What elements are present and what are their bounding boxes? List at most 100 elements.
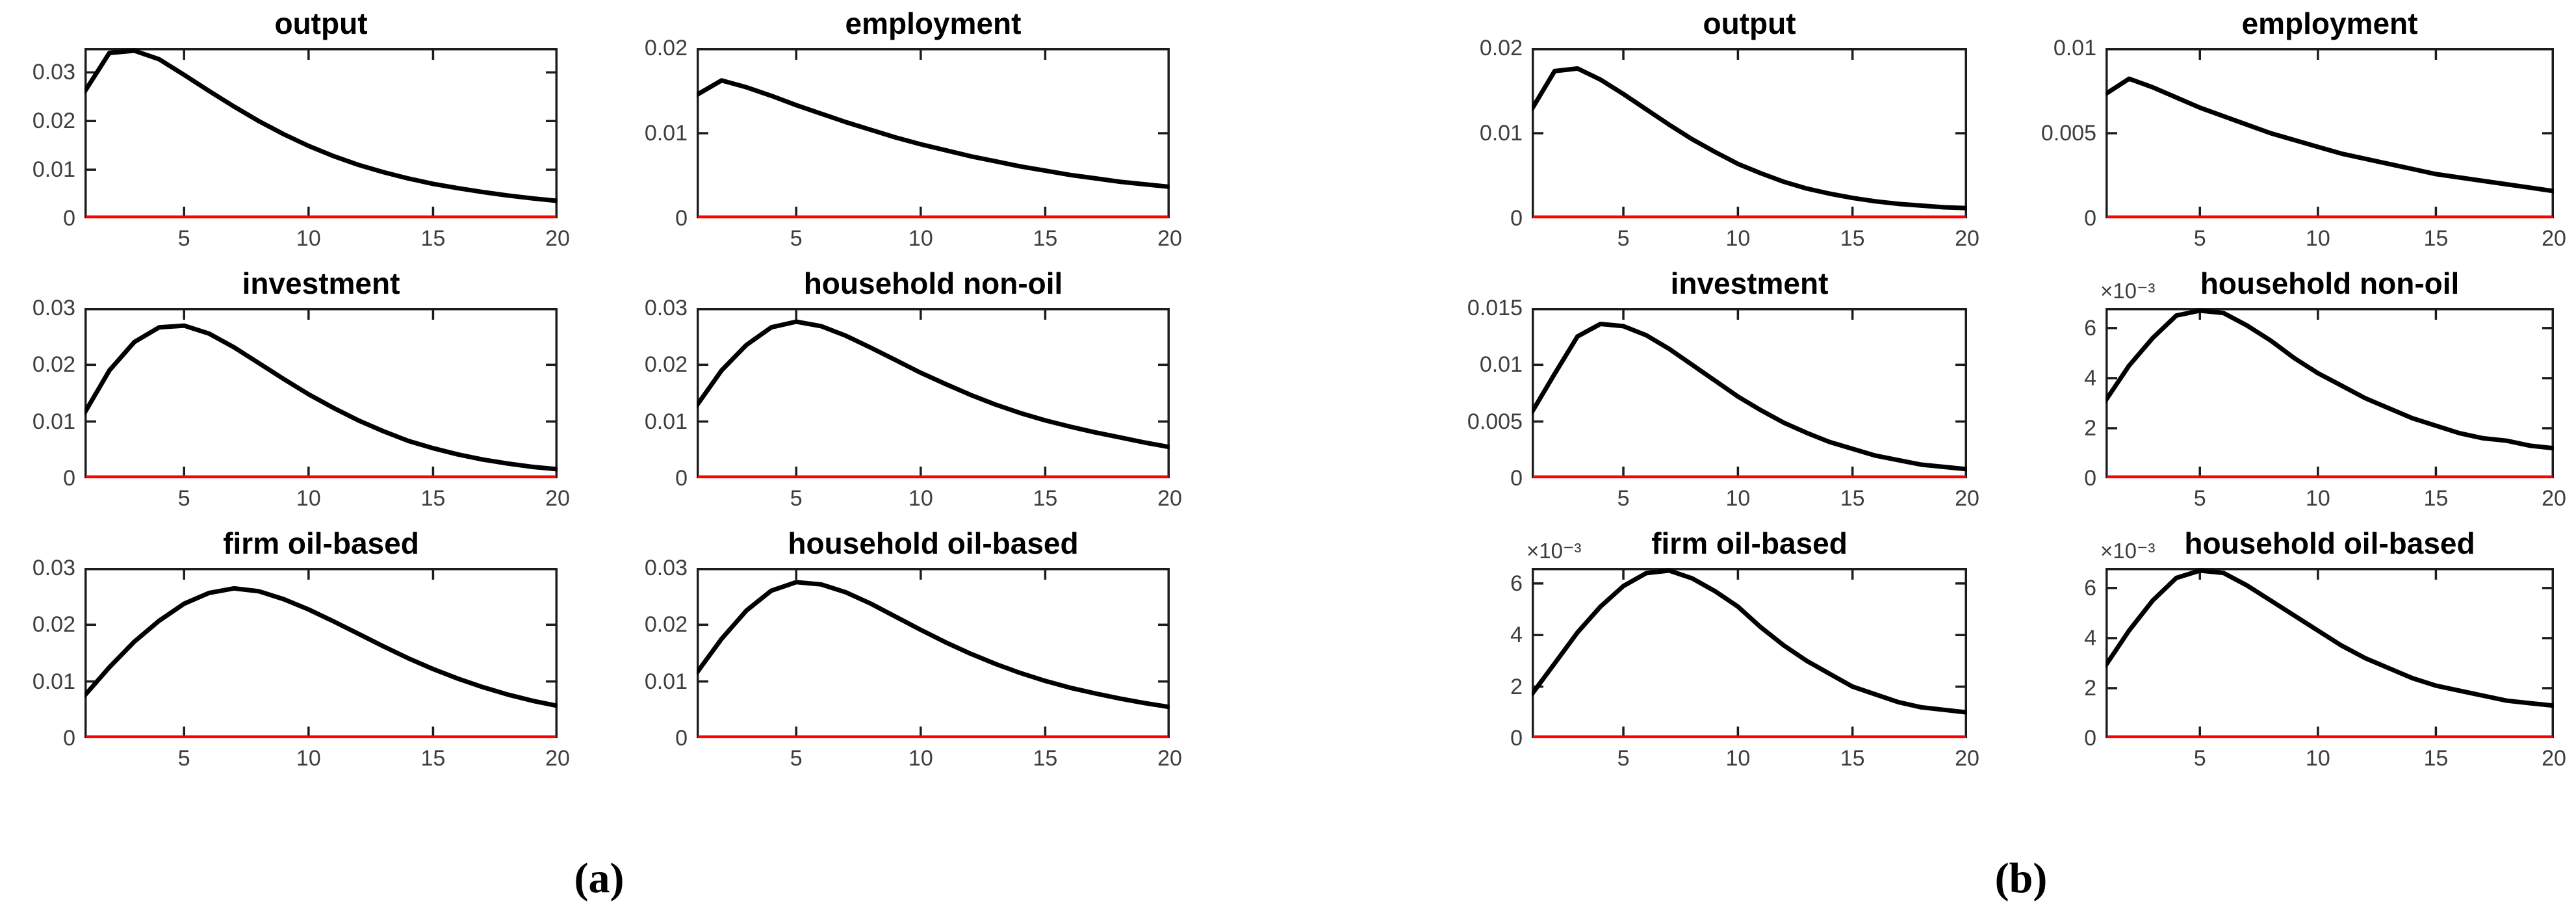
y-tick-label: 0.01 <box>644 409 688 434</box>
subplot-firm-oil-based-a: firm oil-based 0 0.01 0.02 0.03 5 10 15 20 <box>0 516 603 781</box>
x-tick-label: 5 <box>790 226 803 251</box>
plot-area <box>1532 308 1967 478</box>
subplot-title: output <box>1703 6 1796 40</box>
x-tick-label: 5 <box>790 746 803 771</box>
x-tick-label: 20 <box>1157 486 1182 511</box>
x-tick-label: 10 <box>2305 486 2330 511</box>
x-tick-label: 10 <box>908 746 933 771</box>
x-tick-label: 5 <box>177 746 190 771</box>
y-tick-label: 0.03 <box>32 556 75 580</box>
y-tick-label: 0.01 <box>1479 352 1523 378</box>
plot-area <box>84 48 558 218</box>
subplot-title: employment <box>845 6 1022 40</box>
y-tick-label: 0 <box>675 206 688 231</box>
x-tick-label: 5 <box>1617 226 1630 251</box>
plot-area <box>84 308 558 478</box>
y-tick-label: 0 <box>63 206 75 231</box>
x-tick-label: 20 <box>2542 226 2566 251</box>
subplot-title: output <box>274 6 368 40</box>
subplot-title: firm oil-based <box>1651 526 1848 560</box>
x-tick-label: 15 <box>1840 486 1865 511</box>
x-tick-label: 20 <box>1955 486 1979 511</box>
y-tick-label: 0.005 <box>2041 121 2096 146</box>
y-tick-label: 2 <box>1510 674 1523 699</box>
subplot-output-b: output 0 0.01 0.02 5 10 15 20 <box>1434 0 2013 261</box>
irf-curve <box>1532 66 1967 211</box>
axes-frame <box>1532 568 1967 738</box>
subplot-title: household non-oil <box>803 266 1063 300</box>
y-tick-label: 2 <box>2084 415 2096 441</box>
x-tick-label: 20 <box>1157 746 1182 771</box>
y-tick-label: 0.01 <box>32 669 75 694</box>
x-tick-label: 15 <box>1840 226 1865 251</box>
x-tick-label: 15 <box>2423 486 2449 511</box>
x-tick-label: 10 <box>296 226 321 251</box>
y-tick-label: 0.01 <box>644 669 688 694</box>
x-tick-label: 15 <box>1033 226 1058 251</box>
y-tick-label: 0.03 <box>32 60 75 85</box>
y-axis-multiplier: ×10⁻³ <box>2100 539 2156 563</box>
subplot-title: household non-oil <box>2200 266 2460 300</box>
x-tick-label: 15 <box>1033 746 1058 771</box>
plot-area <box>84 568 558 738</box>
x-tick-label: 15 <box>420 486 446 511</box>
irf-curve <box>1532 568 1967 715</box>
x-tick-label: 15 <box>2423 226 2449 251</box>
y-tick-label: 0 <box>1510 726 1523 751</box>
y-tick-label: 0 <box>1510 466 1523 491</box>
y-tick-label: 0.01 <box>2053 36 2096 60</box>
subplot-employment-a: employment 0 0.01 0.02 5 10 15 20 <box>599 0 1215 261</box>
axes-frame <box>84 308 558 478</box>
y-tick-label: 0.02 <box>32 352 75 378</box>
x-tick-label: 15 <box>1033 486 1058 511</box>
y-tick-label: 0.005 <box>1467 409 1523 434</box>
x-tick-label: 10 <box>1725 746 1751 771</box>
subplot-output-a: output 0 0.01 0.02 0.03 5 10 15 20 <box>0 0 603 261</box>
y-tick-label: 0.02 <box>644 612 688 638</box>
plot-area <box>2106 48 2554 218</box>
plot-area <box>697 308 1170 478</box>
axes-frame <box>697 308 1170 478</box>
x-tick-label: 10 <box>296 486 321 511</box>
subplot-title: household oil-based <box>788 526 1079 560</box>
axes-frame <box>697 48 1170 218</box>
y-tick-label: 0.03 <box>32 296 75 320</box>
y-tick-label: 0.01 <box>644 121 688 146</box>
subplot-employment-b: employment 0 0.005 0.01 5 10 15 20 <box>2008 0 2576 261</box>
y-tick-label: 0 <box>675 466 688 491</box>
axes-frame <box>2106 568 2554 738</box>
y-tick-label: 0 <box>2084 206 2096 231</box>
x-tick-label: 5 <box>177 486 190 511</box>
y-tick-label: 0.03 <box>644 556 688 580</box>
plot-area <box>697 568 1170 738</box>
subplot-title: employment <box>2241 6 2418 40</box>
y-tick-label: 4 <box>1510 623 1523 648</box>
y-tick-label: 0 <box>2084 466 2096 491</box>
plot-area <box>1532 568 1967 738</box>
y-tick-label: 0.02 <box>644 36 688 60</box>
irf-curve <box>2106 76 2554 194</box>
y-tick-label: 2 <box>2084 675 2096 701</box>
axes-frame <box>2106 308 2554 478</box>
x-tick-label: 5 <box>1617 486 1630 511</box>
x-tick-label: 5 <box>177 226 190 251</box>
y-tick-label: 0.02 <box>32 612 75 638</box>
subplot-investment-a: investment 0 0.01 0.02 0.03 5 10 15 20 <box>0 256 603 521</box>
x-tick-label: 5 <box>790 486 803 511</box>
x-tick-label: 20 <box>545 746 570 771</box>
y-tick-label: 0 <box>675 726 688 751</box>
x-tick-label: 20 <box>1157 226 1182 251</box>
x-tick-label: 10 <box>908 486 933 511</box>
y-tick-label: 4 <box>2084 625 2096 651</box>
y-tick-label: 0 <box>63 726 75 751</box>
y-tick-label: 0.03 <box>644 296 688 320</box>
y-tick-label: 0 <box>63 466 75 491</box>
y-tick-label: 6 <box>1510 571 1523 596</box>
x-tick-label: 15 <box>420 746 446 771</box>
x-tick-label: 5 <box>2193 226 2206 251</box>
y-tick-label: 0.01 <box>32 409 75 434</box>
x-tick-label: 20 <box>1955 226 1979 251</box>
x-tick-label: 10 <box>296 746 321 771</box>
y-tick-label: 0.015 <box>1467 296 1523 320</box>
x-tick-label: 20 <box>545 486 570 511</box>
